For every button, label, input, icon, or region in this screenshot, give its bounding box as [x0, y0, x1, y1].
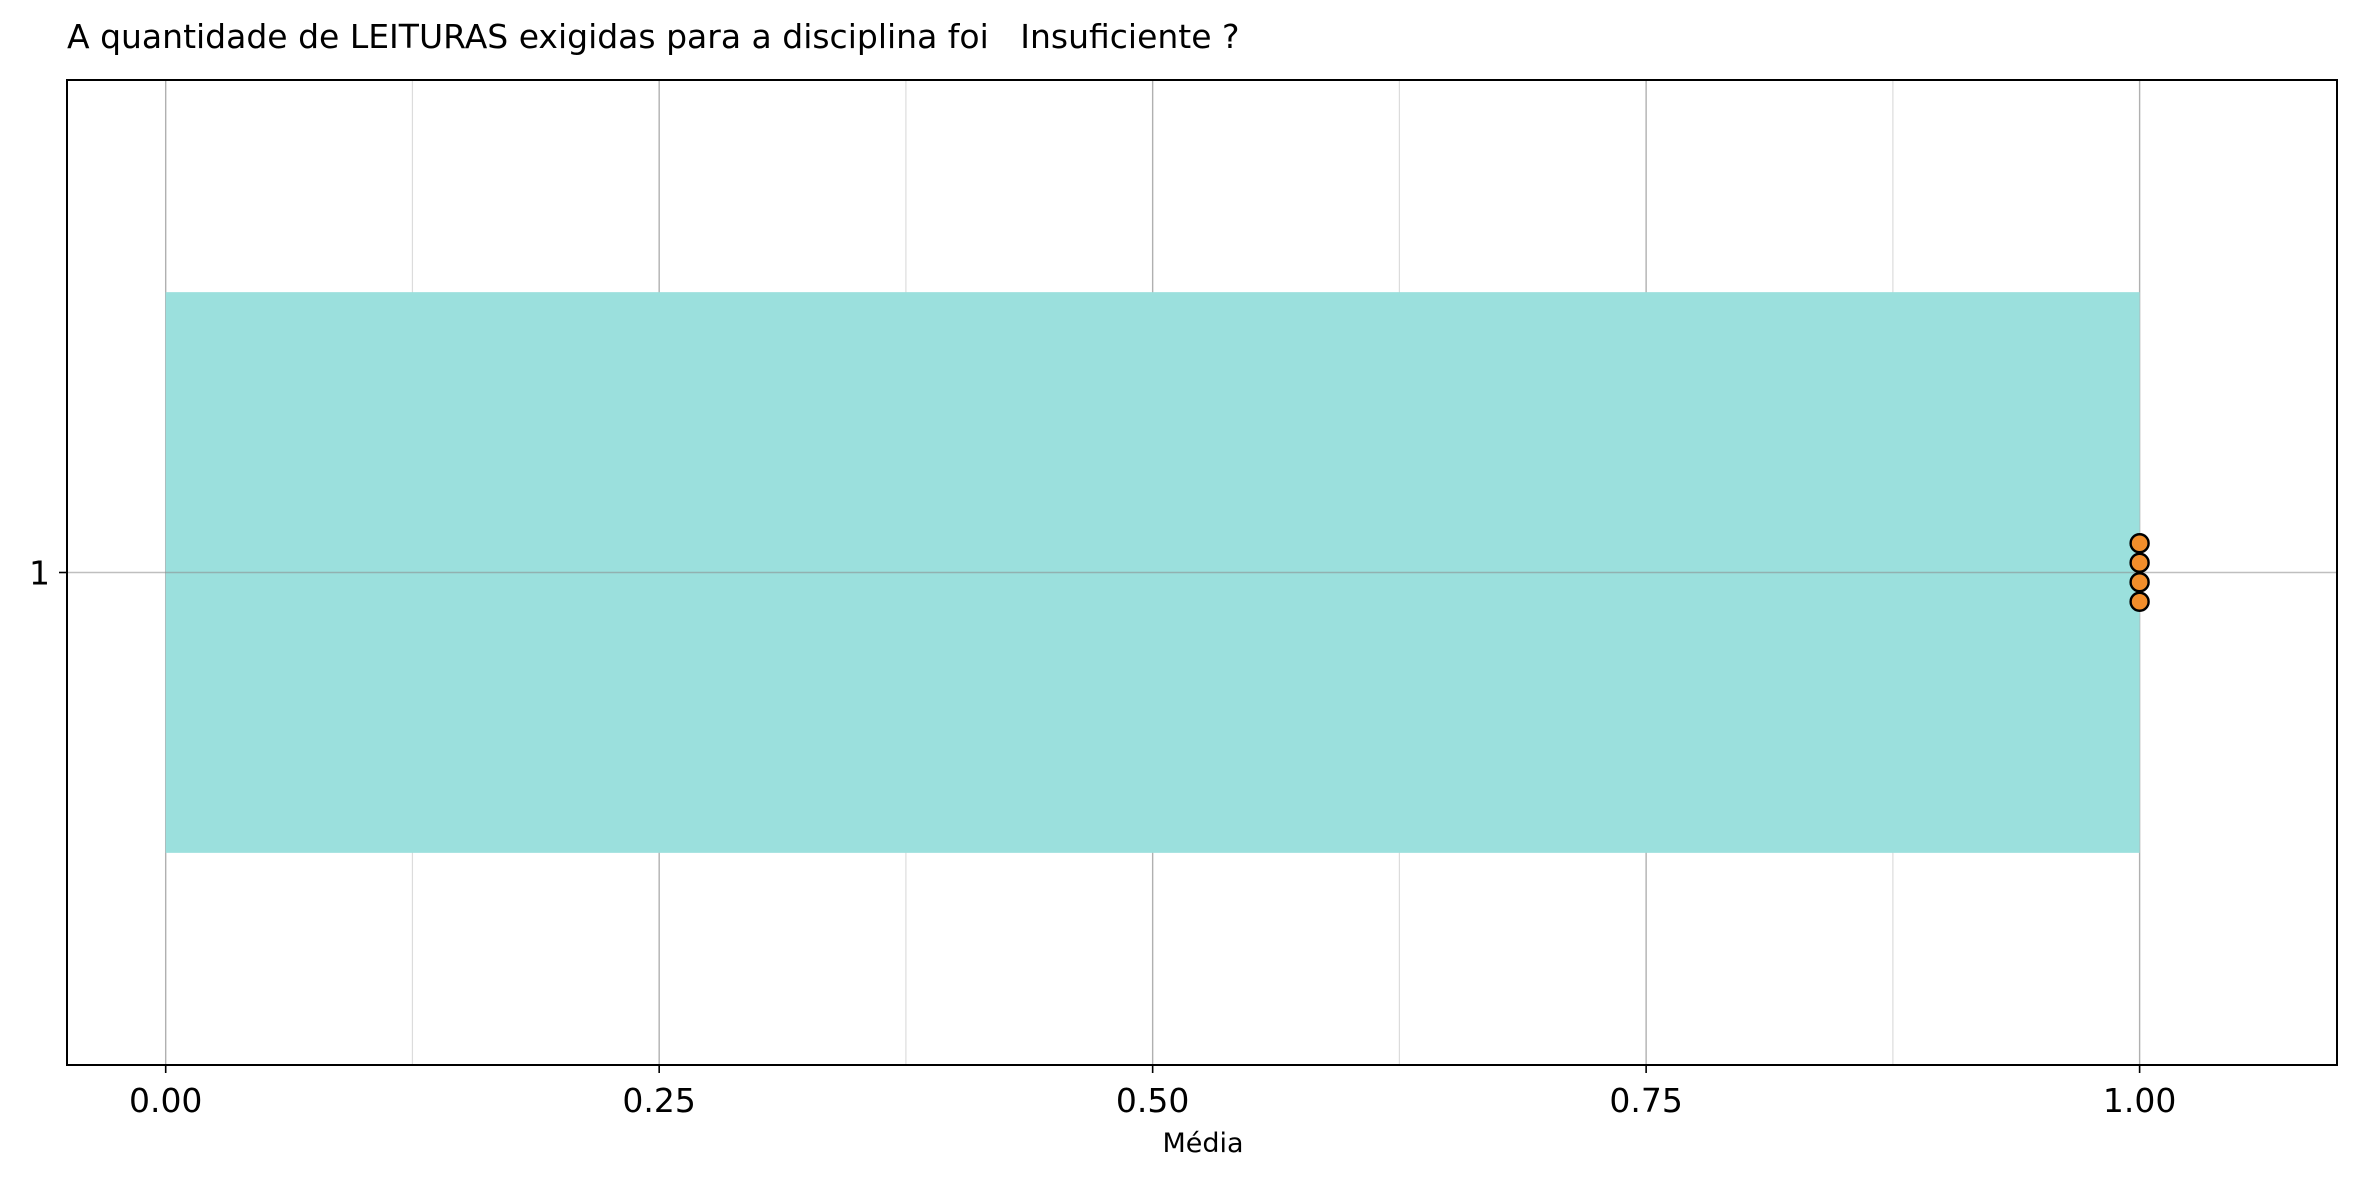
points [2129, 533, 2150, 612]
y-axis-ticks: 1 [29, 554, 67, 593]
x-tick-label: 1.00 [2103, 1081, 2176, 1120]
chart-title: A quantidade de LEITURAS exigidas para a… [67, 17, 1240, 56]
x-axis-ticks: 0.00 0.25 0.50 0.75 1.00 [129, 1065, 2176, 1120]
x-axis-label: Média [1162, 1128, 1243, 1159]
x-tick-label: 0.00 [129, 1081, 202, 1120]
data-point [2129, 572, 2150, 593]
data-point [2129, 552, 2150, 573]
y-tick-label: 1 [29, 554, 50, 593]
x-tick-label: 0.50 [1116, 1081, 1189, 1120]
data-point [2129, 591, 2150, 612]
x-tick-label: 0.25 [622, 1081, 695, 1120]
x-tick-label: 0.75 [1609, 1081, 1682, 1120]
data-point [2129, 533, 2150, 554]
